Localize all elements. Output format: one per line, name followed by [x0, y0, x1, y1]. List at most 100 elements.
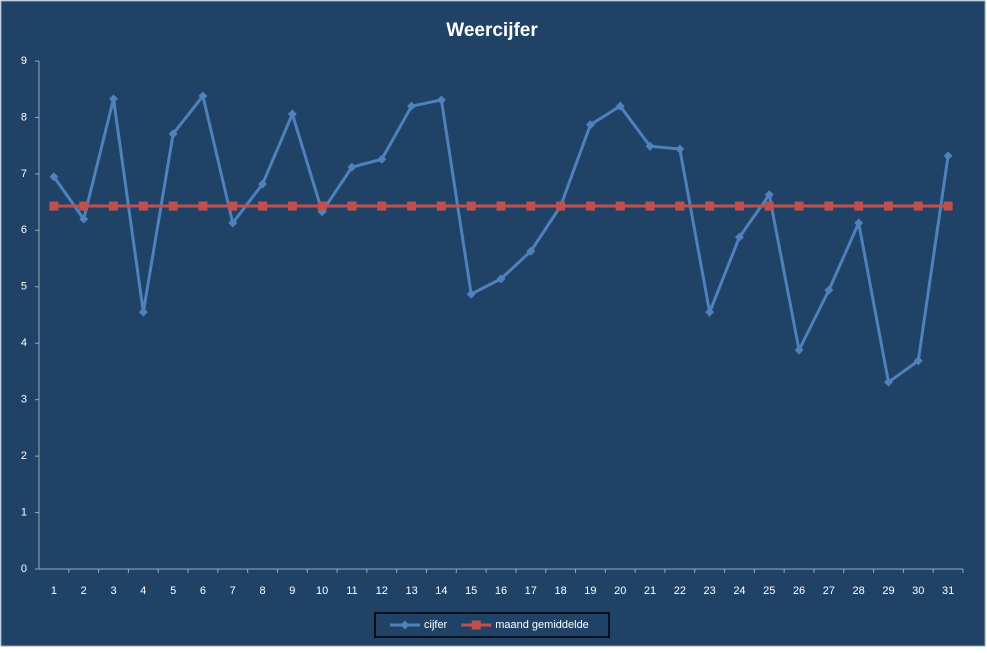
point-marker	[496, 274, 506, 284]
point-marker	[377, 201, 387, 211]
point-marker	[705, 201, 715, 211]
point-marker	[168, 201, 178, 211]
x-tick-label: 19	[584, 585, 596, 597]
x-tick-label: 14	[435, 585, 447, 597]
x-tick-label: 23	[704, 585, 716, 597]
x-tick-label: 17	[525, 585, 537, 597]
point-marker	[675, 201, 685, 211]
point-marker	[347, 162, 357, 172]
x-tick-label: 12	[376, 585, 388, 597]
point-marker	[943, 151, 953, 161]
point-marker	[585, 120, 595, 130]
point-marker	[436, 201, 446, 211]
point-marker	[228, 201, 238, 211]
point-marker	[138, 307, 148, 317]
y-tick-label: 2	[21, 450, 27, 462]
point-marker	[138, 201, 148, 211]
point-marker	[496, 201, 506, 211]
x-tick-label: 8	[259, 585, 265, 597]
point-marker	[734, 201, 744, 211]
legend-label: cijfer	[424, 619, 448, 631]
y-tick-label: 5	[21, 281, 27, 293]
y-tick-label: 6	[21, 224, 27, 236]
x-tick-label: 22	[674, 585, 686, 597]
x-tick-label: 28	[853, 585, 865, 597]
point-marker	[943, 201, 953, 211]
x-tick-label: 31	[942, 585, 954, 597]
point-marker	[198, 201, 208, 211]
point-marker	[198, 91, 208, 101]
point-marker	[585, 201, 595, 211]
point-marker	[228, 218, 238, 228]
y-tick-label: 3	[21, 394, 27, 406]
point-marker	[615, 101, 625, 111]
point-marker	[705, 307, 715, 317]
point-marker	[407, 101, 417, 111]
point-marker	[913, 356, 923, 366]
y-tick-label: 4	[21, 337, 27, 349]
point-marker	[258, 179, 268, 189]
point-marker	[854, 218, 864, 228]
point-marker	[824, 285, 834, 295]
legend-label: maand gemiddelde	[495, 619, 589, 631]
point-marker	[287, 201, 297, 211]
point-marker	[794, 345, 804, 355]
x-tick-label: 25	[763, 585, 775, 597]
point-marker	[824, 201, 834, 211]
x-tick-label: 10	[316, 585, 328, 597]
x-tick-label: 13	[405, 585, 417, 597]
point-marker	[883, 201, 893, 211]
legend-marker	[471, 620, 481, 630]
y-tick-label: 9	[21, 55, 27, 67]
point-marker	[854, 201, 864, 211]
point-marker	[109, 94, 119, 104]
point-marker	[794, 201, 804, 211]
x-tick-label: 4	[140, 585, 146, 597]
point-marker	[466, 289, 476, 299]
x-tick-label: 9	[289, 585, 295, 597]
legend-marker	[400, 620, 410, 630]
point-marker	[526, 201, 536, 211]
point-marker	[645, 141, 655, 151]
point-marker	[79, 214, 89, 224]
x-tick-label: 24	[733, 585, 745, 597]
point-marker	[883, 377, 893, 387]
x-tick-label: 27	[823, 585, 835, 597]
point-marker	[436, 95, 446, 105]
x-tick-label: 21	[644, 585, 656, 597]
y-tick-label: 0	[21, 563, 27, 575]
x-tick-label: 15	[465, 585, 477, 597]
point-marker	[675, 144, 685, 154]
x-tick-label: 16	[495, 585, 507, 597]
point-marker	[109, 201, 119, 211]
x-tick-label: 20	[614, 585, 626, 597]
point-marker	[466, 201, 476, 211]
point-marker	[734, 232, 744, 242]
point-marker	[556, 201, 566, 211]
x-tick-label: 5	[170, 585, 176, 597]
point-marker	[615, 201, 625, 211]
chart-title: Weercijfer	[446, 20, 538, 41]
x-tick-label: 1	[51, 585, 57, 597]
point-marker	[258, 201, 268, 211]
point-marker	[79, 201, 89, 211]
x-tick-label: 29	[882, 585, 894, 597]
x-tick-label: 6	[200, 585, 206, 597]
x-tick-label: 3	[110, 585, 116, 597]
point-marker	[287, 109, 297, 119]
point-marker	[764, 201, 774, 211]
point-marker	[526, 246, 536, 256]
point-marker	[49, 201, 59, 211]
point-marker	[317, 201, 327, 211]
x-tick-label: 26	[793, 585, 805, 597]
x-tick-label: 18	[554, 585, 566, 597]
point-marker	[49, 172, 59, 182]
x-tick-label: 2	[81, 585, 87, 597]
y-tick-label: 8	[21, 111, 27, 123]
x-tick-label: 7	[230, 585, 236, 597]
point-marker	[764, 190, 774, 200]
point-marker	[168, 129, 178, 139]
point-marker	[347, 201, 357, 211]
